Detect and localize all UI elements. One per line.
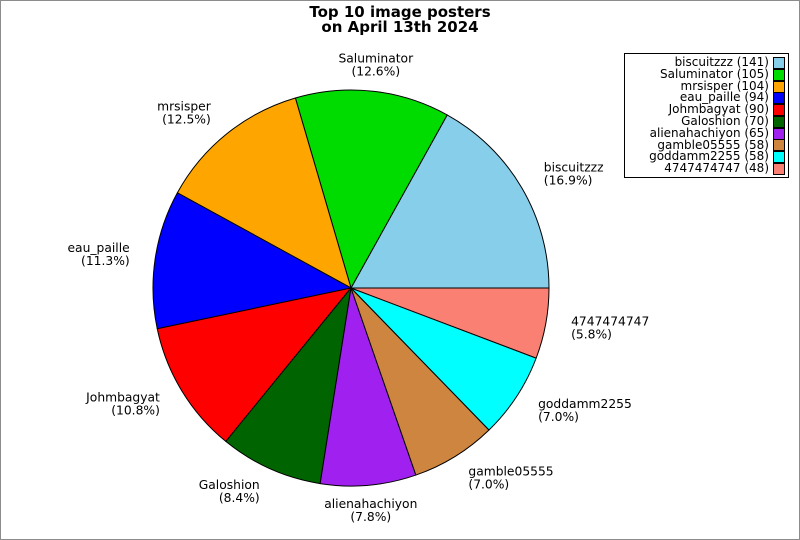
slice-label-Johmbagyat: Johmbagyat (10.8%) [85,390,160,417]
legend-swatch [773,151,785,164]
legend-label: goddamm2255 (58) [649,149,769,164]
legend-item: gamble05555 (58) [628,137,785,152]
slice-label-biscuitzzz: biscuitzzz (16.9%) [544,161,604,188]
legend-label: 4747474747 (48) [664,161,769,176]
legend-swatch [773,163,785,176]
legend-label: eau_paille (94) [679,90,769,105]
legend-item: eau_paille (94) [628,90,785,105]
slice-label-goddamm2255: goddamm2255 (7.0%) [538,397,632,424]
legend-item: Johmbagyat (90) [628,102,785,117]
pie-slice-4747474747 [350,287,550,359]
legend-label: Johmbagyat (90) [668,102,769,117]
legend-label: mrsisper (104) [680,78,769,93]
pie-slice-biscuitzzz [350,114,550,289]
legend-swatch [773,80,785,93]
legend-swatch [773,127,785,140]
slice-label-mrsisper: mrsisper (12.5%) [157,100,212,127]
legend-swatch [773,68,785,81]
legend-label: gamble05555 (58) [657,137,769,152]
legend-swatch [773,104,785,117]
legend-item: 4747474747 (48) [628,161,785,176]
pie-slice-eau_paille [152,192,352,330]
slice-label-Saluminator: Saluminator (12.6%) [338,52,414,79]
slice-label-gamble05555: gamble05555 (7.0%) [468,464,553,491]
pie-slice-Galoshion [225,287,352,485]
legend-label: alienahachiyon (65) [649,125,769,140]
pie-slice-Saluminator [294,89,448,289]
legend-label: biscuitzzz (141) [674,55,769,69]
legend-item: Galoshion (70) [628,113,785,128]
legend-swatch [773,56,785,69]
legend-item: alienahachiyon (65) [628,125,785,140]
chart-title: Top 10 image posters on April 13th 2024 [1,5,799,35]
legend-swatch [773,92,785,105]
legend-item: Saluminator (105) [628,66,785,81]
slice-label-alienahachiyon: alienahachiyon (7.8%) [324,497,417,524]
chart-title-line2: on April 13th 2024 [321,18,479,36]
pie-slice-Johmbagyat [156,287,352,442]
pie-slice-alienahachiyon [319,287,417,487]
legend-swatch [773,115,785,128]
legend-item: biscuitzzz (141) [628,55,785,69]
legend-item: mrsisper (104) [628,78,785,93]
legend-swatch [773,139,785,152]
slice-label-Galoshion: Galoshion (8.4%) [199,478,260,505]
legend-label: Galoshion (70) [681,113,769,128]
chart-title-line1: Top 10 image posters [309,3,491,21]
pie-slice-mrsisper [176,97,352,289]
legend-label: Saluminator (105) [660,66,769,81]
legend: biscuitzzz (141) Saluminator (105) mrsispe… [624,53,789,178]
slice-label-eau_paille: eau_paille (11.3%) [67,241,129,268]
legend-item: goddamm2255 (58) [628,149,785,164]
slice-label-4747474747: 4747474747 (5.8%) [571,314,649,341]
